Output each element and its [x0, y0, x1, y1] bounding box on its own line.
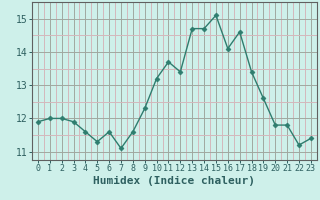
- X-axis label: Humidex (Indice chaleur): Humidex (Indice chaleur): [93, 176, 255, 186]
